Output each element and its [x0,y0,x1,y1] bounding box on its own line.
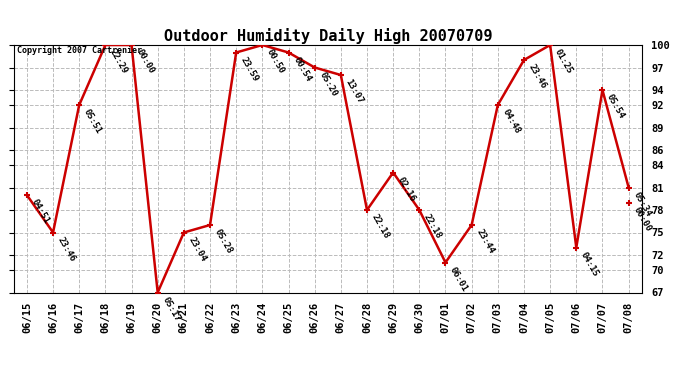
Text: 05:28: 05:28 [213,228,234,255]
Text: 22:29: 22:29 [108,48,130,75]
Text: 23:46: 23:46 [526,63,548,90]
Text: Copyright 2007 Cartrenier: Copyright 2007 Cartrenier [17,46,142,55]
Title: Outdoor Humidity Daily High 20070709: Outdoor Humidity Daily High 20070709 [164,28,492,44]
Text: 04:51: 04:51 [30,198,51,225]
Text: 00:00: 00:00 [135,48,155,75]
Text: 00:54: 00:54 [291,55,313,83]
Text: 05:17: 05:17 [161,295,181,323]
Text: 22:18: 22:18 [370,213,391,240]
Text: 23:44: 23:44 [475,228,495,255]
Text: 06:01: 06:01 [448,265,469,293]
Text: 00:00: 00:00 [631,205,653,233]
Text: 23:59: 23:59 [239,55,260,83]
Text: 13:07: 13:07 [344,78,365,105]
Text: 05:54: 05:54 [605,93,627,120]
Text: 00:50: 00:50 [265,48,286,75]
Text: 05:34: 05:34 [631,190,653,218]
Text: 23:46: 23:46 [56,235,77,263]
Text: 05:20: 05:20 [317,70,339,98]
Text: 22:18: 22:18 [422,213,444,240]
Text: 04:15: 04:15 [579,250,600,278]
Text: 02:16: 02:16 [396,175,417,203]
Text: 23:04: 23:04 [186,235,208,263]
Text: 04:48: 04:48 [500,108,522,135]
Text: 05:51: 05:51 [82,108,104,135]
Text: 01:25: 01:25 [553,48,574,75]
